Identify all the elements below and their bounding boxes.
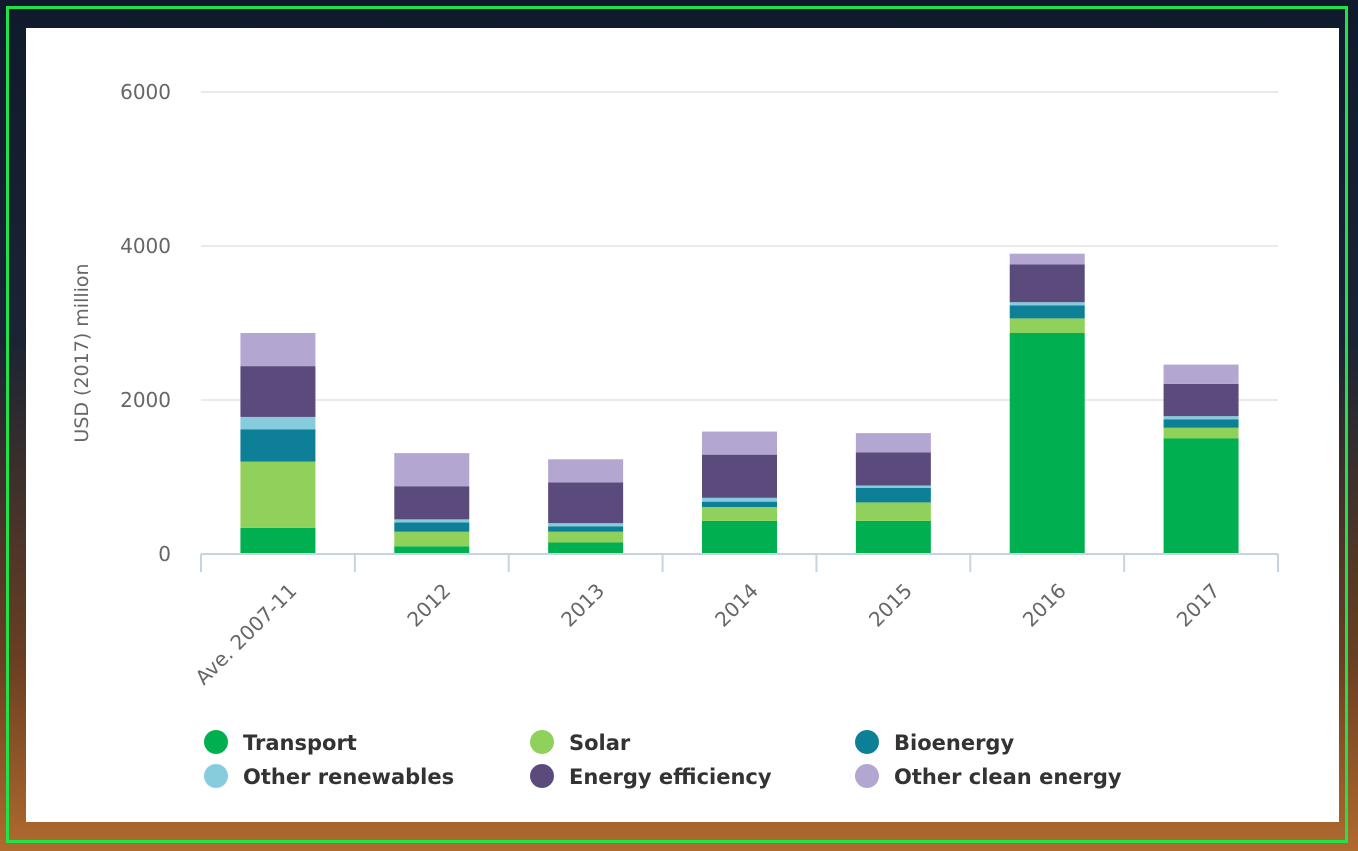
y-axis-ticks: 0 2000 4000 6000: [120, 80, 171, 566]
legend-marker[interactable]: [530, 764, 554, 788]
bar-segment[interactable]: [855, 433, 931, 453]
legend-label[interactable]: Transport: [243, 731, 357, 755]
bar-segment[interactable]: [548, 526, 624, 532]
legend-marker[interactable]: [204, 764, 228, 788]
bar-segment[interactable]: [394, 546, 470, 554]
legend: Transport Solar Bioenergy Other renewables E…: [204, 730, 1122, 789]
x-tick-label: 2012: [402, 579, 455, 632]
bar-segment[interactable]: [1009, 302, 1085, 306]
x-tick-label: 2016: [1018, 579, 1071, 632]
bar-segment[interactable]: [1163, 416, 1239, 420]
bar-segment[interactable]: [855, 452, 931, 486]
bar-segment[interactable]: [1009, 333, 1085, 554]
bar-segment[interactable]: [855, 520, 931, 554]
screenshot-frame: [6, 6, 1348, 843]
bar-segment[interactable]: [240, 366, 316, 417]
legend-label[interactable]: Energy efficiency: [569, 765, 772, 789]
bar-segment[interactable]: [1163, 438, 1239, 555]
bar-segment[interactable]: [855, 502, 931, 521]
bar-segment[interactable]: [548, 482, 624, 524]
legend-label[interactable]: Other clean energy: [894, 765, 1122, 789]
bar-segment[interactable]: [702, 454, 777, 498]
gridlines: [201, 91, 1278, 401]
bar-segment[interactable]: [1163, 419, 1239, 428]
bars: [240, 253, 1239, 555]
legend-marker[interactable]: [855, 730, 879, 754]
bar-segment[interactable]: [702, 520, 777, 554]
bar-segment[interactable]: [702, 497, 777, 502]
stacked-bar-chart: 0 2000 4000 6000 USD (2017) million Ave. 20…: [71, 80, 1279, 789]
bar-segment[interactable]: [548, 459, 624, 483]
legend-marker[interactable]: [204, 730, 228, 754]
legend-marker[interactable]: [530, 730, 554, 754]
bar-segment[interactable]: [1009, 264, 1085, 303]
bar-segment[interactable]: [855, 485, 931, 488]
bar-segment[interactable]: [394, 519, 470, 523]
x-tick-label: 2014: [710, 579, 763, 632]
legend-label[interactable]: Other renewables: [243, 765, 454, 789]
y-tick-label: 6000: [120, 80, 171, 104]
legend-label[interactable]: Solar: [569, 731, 631, 755]
y-tick-label: 2000: [120, 388, 171, 412]
legend-label[interactable]: Bioenergy: [894, 731, 1014, 755]
bar-segment[interactable]: [1163, 383, 1239, 417]
bar-segment[interactable]: [1009, 318, 1085, 334]
bar-segment[interactable]: [702, 431, 777, 455]
bar-segment[interactable]: [240, 461, 316, 528]
x-axis: Ave. 2007-11 2012 2013 2014 2015 2016 2017: [190, 553, 1279, 690]
bar-segment[interactable]: [702, 507, 777, 521]
x-tick-label: 2017: [1172, 579, 1225, 632]
x-tick-label: 2013: [556, 579, 609, 632]
bar-segment[interactable]: [548, 523, 624, 527]
bar-segment[interactable]: [240, 333, 316, 367]
bar-segment[interactable]: [855, 487, 931, 503]
y-axis-label: USD (2017) million: [71, 263, 93, 442]
x-tick-label: 2015: [864, 579, 917, 632]
chart-card: 0 2000 4000 6000 USD (2017) million Ave. 20…: [26, 28, 1339, 822]
bar-segment[interactable]: [240, 416, 316, 430]
bar-segment[interactable]: [1009, 253, 1085, 265]
bar-segment[interactable]: [240, 429, 316, 462]
bar-segment[interactable]: [702, 501, 777, 508]
bar-segment[interactable]: [394, 453, 470, 487]
legend-marker[interactable]: [855, 764, 879, 788]
bar-segment[interactable]: [548, 531, 624, 543]
y-tick-label: 0: [158, 542, 171, 566]
bar-segment[interactable]: [1163, 427, 1239, 439]
x-tick-label: Ave. 2007-11: [190, 579, 301, 690]
bar-segment[interactable]: [394, 531, 470, 547]
bar-segment[interactable]: [548, 542, 624, 554]
bar-segment[interactable]: [1163, 364, 1239, 384]
bar-segment[interactable]: [394, 522, 470, 532]
bar-segment[interactable]: [240, 527, 316, 554]
bar-segment[interactable]: [1009, 305, 1085, 319]
bar-segment[interactable]: [394, 486, 470, 520]
y-tick-label: 4000: [120, 234, 171, 258]
